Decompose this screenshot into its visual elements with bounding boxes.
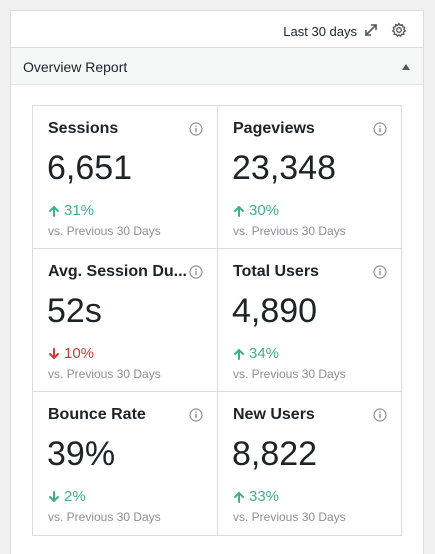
- comparison-label: vs. Previous 30 Days: [48, 510, 161, 524]
- arrow-up-icon: [234, 205, 244, 217]
- comparison-label: vs. Previous 30 Days: [48, 367, 161, 381]
- info-icon[interactable]: [189, 265, 203, 279]
- metric-title: Sessions: [48, 120, 119, 137]
- date-range-selector[interactable]: Last 30 days: [283, 24, 357, 39]
- metric-change-value: 34%: [249, 345, 280, 362]
- metric-change-value: 33%: [249, 488, 280, 505]
- metric-value: 39%: [47, 435, 116, 473]
- metric-change: 31%: [48, 202, 94, 219]
- metric-title: Bounce Rate: [48, 406, 146, 423]
- widget-toolbar: Last 30 days: [11, 11, 423, 48]
- metric-card-sessions: Sessions 6,651 31% vs. Previous 30 Days: [33, 106, 218, 249]
- metric-change: 33%: [233, 488, 279, 505]
- metric-value: 23,348: [232, 149, 336, 187]
- gear-icon[interactable]: [391, 22, 407, 38]
- overview-report-header[interactable]: Overview Report: [11, 48, 423, 85]
- metric-change-value: 2%: [64, 488, 86, 505]
- metric-change-value: 31%: [64, 202, 95, 219]
- arrow-up-icon: [49, 205, 59, 217]
- metric-change-value: 30%: [249, 202, 280, 219]
- metric-title: Pageviews: [233, 120, 315, 137]
- chevron-up-icon[interactable]: [402, 64, 410, 70]
- metric-card-new-users: New Users 8,822 33% vs. Previous 30 Days: [218, 392, 401, 535]
- section-title: Overview Report: [23, 59, 128, 75]
- info-icon[interactable]: [373, 265, 387, 279]
- metric-change: 34%: [233, 345, 279, 362]
- overview-widget: Last 30 days Overview Report Sessions 6,…: [10, 10, 424, 554]
- expand-icon[interactable]: [363, 22, 379, 38]
- metrics-grid: Sessions 6,651 31% vs. Previous 30 Days …: [32, 105, 402, 536]
- metric-title: Avg. Session Du...: [48, 263, 187, 280]
- metric-card-total-users: Total Users 4,890 34% vs. Previous 30 Da…: [218, 249, 401, 392]
- metric-title: Total Users: [233, 263, 319, 280]
- info-icon[interactable]: [373, 408, 387, 422]
- info-icon[interactable]: [373, 122, 387, 136]
- metric-change: 2%: [48, 488, 86, 505]
- info-icon[interactable]: [189, 122, 203, 136]
- metric-value: 4,890: [232, 292, 318, 330]
- metric-card-avg-session-duration: Avg. Session Du... 52s 10% vs. Previous …: [33, 249, 218, 392]
- metric-title: New Users: [233, 406, 315, 423]
- arrow-down-icon: [49, 347, 59, 359]
- comparison-label: vs. Previous 30 Days: [233, 224, 346, 238]
- metric-value: 52s: [47, 292, 102, 330]
- metric-change: 10%: [48, 345, 94, 362]
- info-icon[interactable]: [189, 408, 203, 422]
- comparison-label: vs. Previous 30 Days: [233, 367, 346, 381]
- arrow-up-icon: [234, 348, 244, 360]
- arrow-down-icon: [49, 490, 59, 502]
- metric-value: 8,822: [232, 435, 318, 473]
- metric-card-pageviews: Pageviews 23,348 30% vs. Previous 30 Day…: [218, 106, 401, 249]
- metric-change: 30%: [233, 202, 279, 219]
- metric-value: 6,651: [47, 149, 133, 187]
- comparison-label: vs. Previous 30 Days: [233, 510, 346, 524]
- metric-change-value: 10%: [64, 345, 95, 362]
- metric-card-bounce-rate: Bounce Rate 39% 2% vs. Previous 30 Days: [33, 392, 218, 535]
- comparison-label: vs. Previous 30 Days: [48, 224, 161, 238]
- arrow-up-icon: [234, 491, 244, 503]
